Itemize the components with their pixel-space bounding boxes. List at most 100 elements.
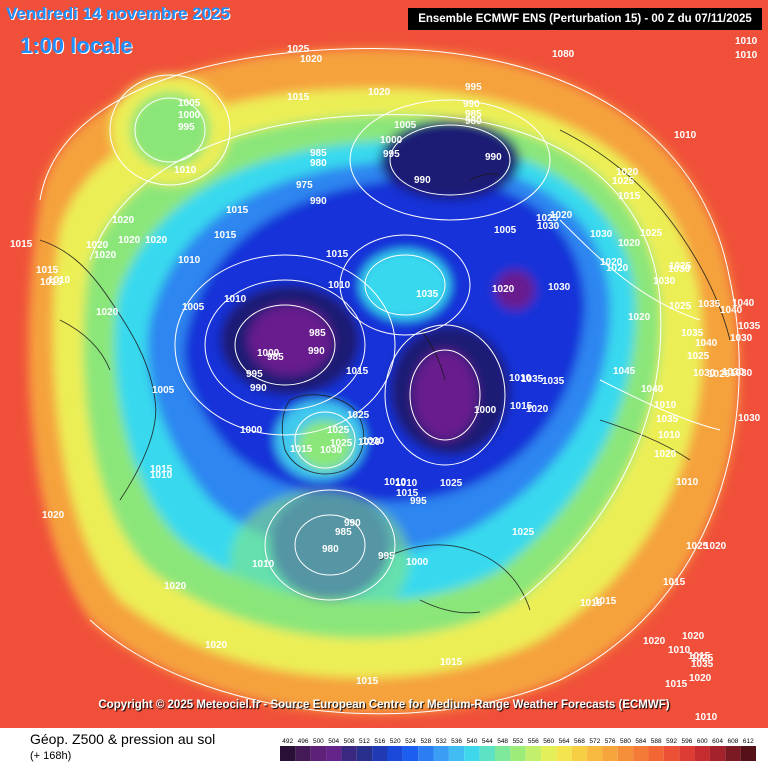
scale-label: 532 <box>436 738 447 745</box>
pressure-label: 1000 <box>474 405 497 416</box>
pressure-label: 1035 <box>681 328 704 339</box>
scale-swatch <box>602 746 618 761</box>
scale-swatch <box>617 746 634 761</box>
pressure-label: 1010 <box>735 50 758 61</box>
pressure-label: 980 <box>465 116 482 127</box>
scale-swatch <box>510 746 526 761</box>
isobar-low-east-1 <box>409 349 481 441</box>
scale-swatch <box>541 746 557 761</box>
pressure-label: 1020 <box>682 631 705 642</box>
purple-low-east <box>413 350 477 440</box>
scale-swatch <box>679 746 695 761</box>
pressure-label: 980 <box>322 544 339 555</box>
pressure-label: 1030 <box>693 368 716 379</box>
pressure-label: 1040 <box>641 384 664 395</box>
pressure-label: 1025 <box>327 425 350 436</box>
pressure-label: 1025 <box>330 438 353 449</box>
pressure-label: 985 <box>310 148 327 159</box>
scale-swatch <box>694 746 710 761</box>
forecast-date: Vendredi 14 novembre 2025 <box>6 4 230 23</box>
pressure-label: 1000 <box>406 557 429 568</box>
pressure-label: 1030 <box>730 333 753 344</box>
scale-swatch <box>295 746 311 761</box>
pressure-label: 1025 <box>287 44 310 55</box>
pressure-label: 1020 <box>526 404 549 415</box>
isobar-outer-3 <box>559 219 721 431</box>
model-run-banner: Ensemble ECMWF ENS (Perturbation 15) - 0… <box>408 8 762 30</box>
cyan-ridge-center <box>360 250 450 320</box>
pressure-label: 1010 <box>174 165 197 176</box>
pressure-label: 990 <box>344 518 361 529</box>
scale-label: 500 <box>313 738 324 745</box>
isobar-atlantic <box>294 514 366 576</box>
forecast-lead: (+ 168h) <box>30 750 72 762</box>
scale-label: 596 <box>681 738 692 745</box>
pressure-label: 1030 <box>362 436 385 447</box>
pressure-label: 1035 <box>691 659 714 670</box>
isobar-nw-2 <box>109 74 231 186</box>
scale-label: 604 <box>712 738 723 745</box>
scale-label: 516 <box>374 738 385 745</box>
pressure-label: 1020 <box>42 510 65 521</box>
pressure-label: 1025 <box>640 228 663 239</box>
pressure-label: 1015 <box>510 401 533 412</box>
pressure-label: 995 <box>246 369 263 380</box>
scale-label: 600 <box>697 738 708 745</box>
scale-swatch <box>709 746 726 761</box>
pressure-label: 1015 <box>10 239 33 250</box>
isobar-nw <box>134 97 206 163</box>
pressure-label: 990 <box>414 175 431 186</box>
scale-swatch <box>310 746 327 761</box>
scale-label: 560 <box>543 738 554 745</box>
pressure-label: 1010 <box>668 645 691 656</box>
scale-label: 592 <box>666 738 677 745</box>
pressure-label: 1010 <box>48 275 71 286</box>
coast-asia <box>559 129 731 461</box>
pressure-label: 1030 <box>590 229 613 240</box>
scale-label: 520 <box>390 738 401 745</box>
scale-swatch <box>525 746 542 761</box>
pressure-label: 1025 <box>669 301 692 312</box>
pressure-label: 1035 <box>656 414 679 425</box>
pressure-label: 1020 <box>689 673 712 684</box>
pressure-label: 990 <box>250 383 267 394</box>
scale-label: 512 <box>359 738 370 745</box>
pressure-label: 1020 <box>492 284 515 295</box>
scale-swatch <box>740 746 756 761</box>
map-title: Géop. Z500 & pression au sol <box>30 731 216 747</box>
pressure-label: 1010 <box>150 470 173 481</box>
scale-swatch <box>648 746 664 761</box>
pressure-label: 1010 <box>384 477 407 488</box>
scale-label: 568 <box>574 738 585 745</box>
pressure-label: 1040 <box>732 298 755 309</box>
pressure-label: 1025 <box>708 369 731 380</box>
isobar-high-center-2 <box>339 234 471 336</box>
pressure-label: 980 <box>310 158 327 169</box>
pressure-label: 1010 <box>328 280 351 291</box>
pressure-label: 1030 <box>653 276 676 287</box>
pressure-label: 1020 <box>86 240 109 251</box>
scale-label: 548 <box>497 738 508 745</box>
pressure-label: 1025 <box>686 541 709 552</box>
pressure-label: 1020 <box>704 541 727 552</box>
pressure-label: 1010 <box>735 36 758 47</box>
pressure-label: 1010 <box>676 477 699 488</box>
scale-swatch <box>725 746 741 761</box>
scale-swatch <box>479 746 495 761</box>
scale-swatch <box>494 746 511 761</box>
pressure-label: 1035 <box>542 376 565 387</box>
pressure-label: 1025 <box>612 176 635 187</box>
scale-swatch <box>387 746 403 761</box>
scale-swatch <box>448 746 465 761</box>
pressure-label: 975 <box>296 180 313 191</box>
pressure-label: 1020 <box>145 235 168 246</box>
pressure-label: 1015 <box>580 598 603 609</box>
pressure-label: 1045 <box>613 366 636 377</box>
pressure-label: 1015 <box>290 444 313 455</box>
isobar-greenland-high <box>294 411 356 469</box>
pressure-label: 1015 <box>594 596 617 607</box>
pressure-label: 1025 <box>669 261 692 272</box>
pressure-label: 1015 <box>618 191 641 202</box>
pressure-label: 1020 <box>616 167 639 178</box>
